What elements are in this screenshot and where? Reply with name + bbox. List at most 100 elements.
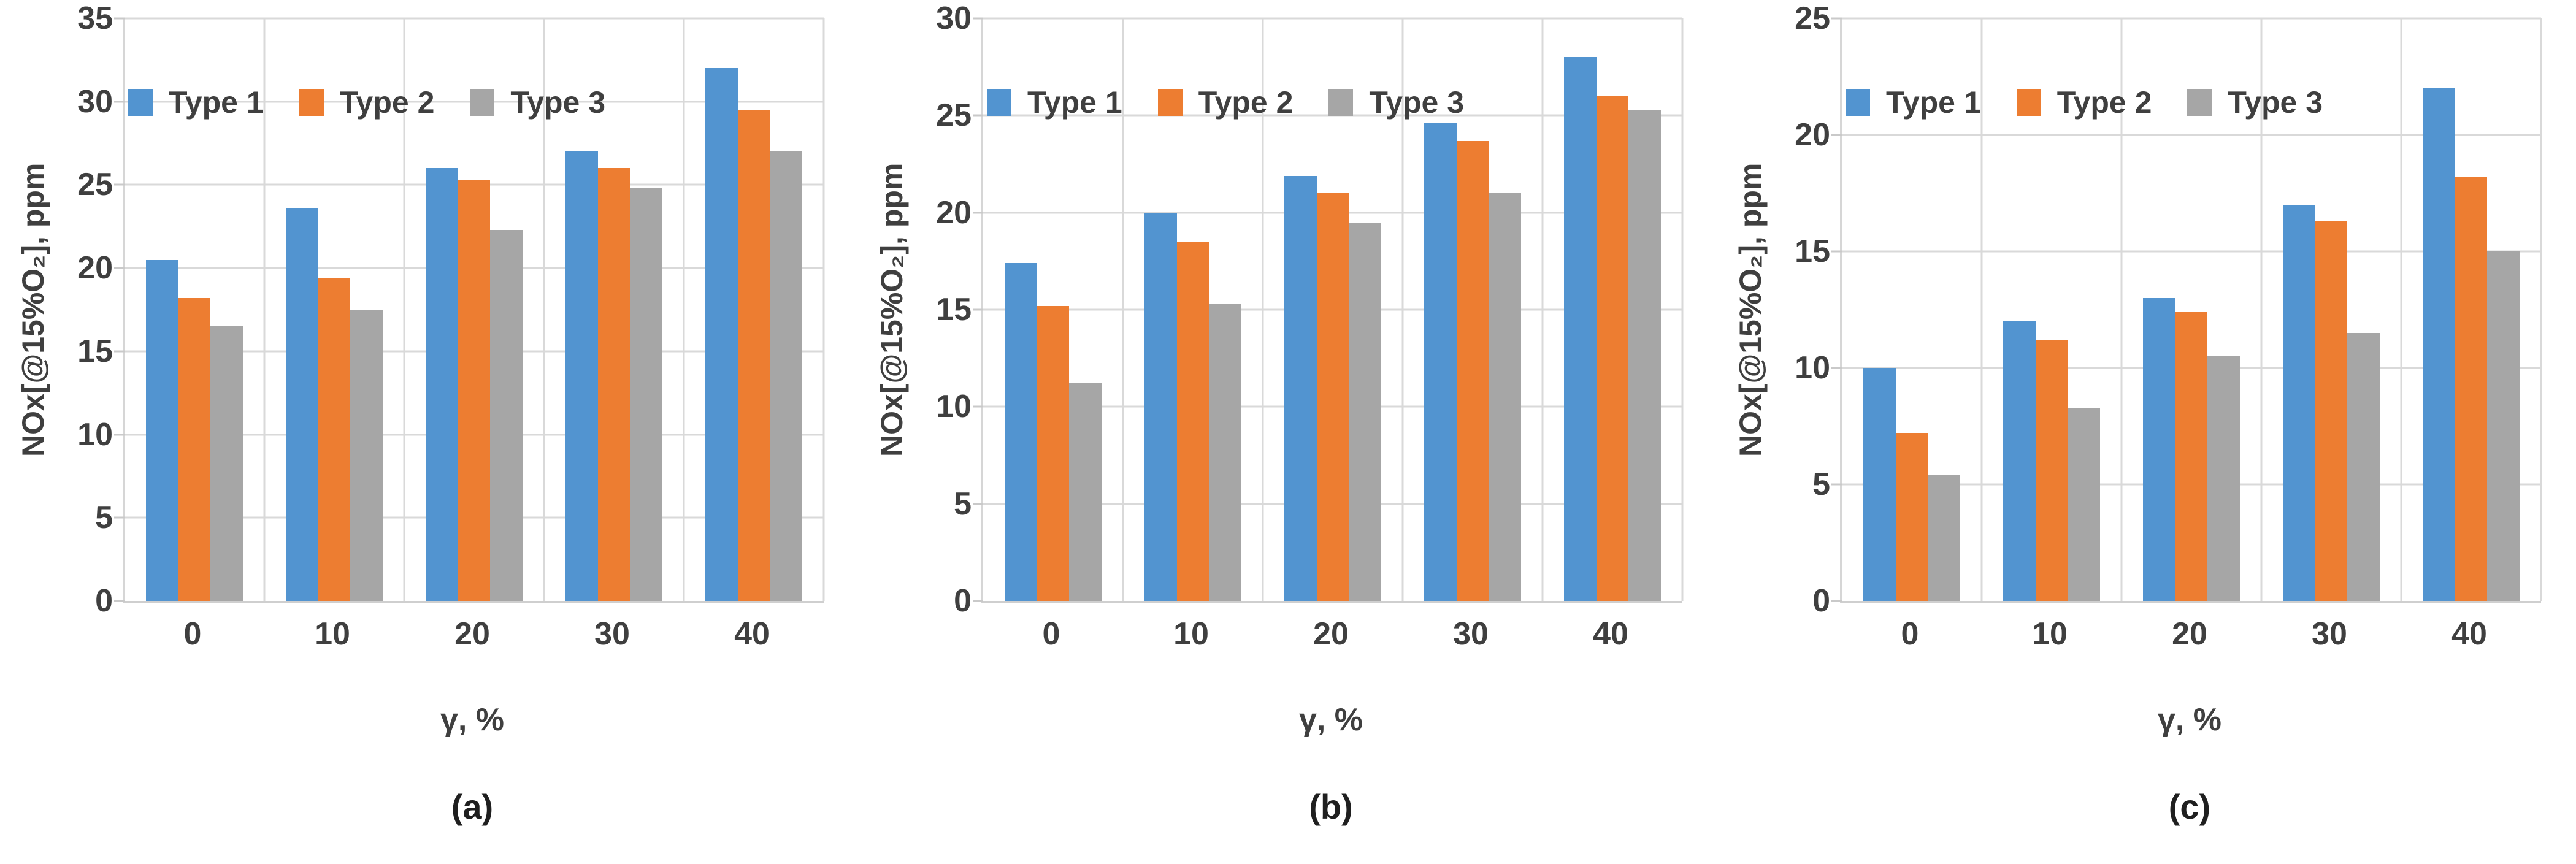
legend: Type 1 Type 2 Type 3 bbox=[987, 87, 1682, 118]
plot-area: Type 1 Type 2 Type 3 bbox=[114, 17, 825, 603]
legend-label: Type 3 bbox=[1369, 85, 1465, 120]
legend-label: Type 1 bbox=[1886, 85, 1981, 120]
bar-type1-gamma20 bbox=[2143, 298, 2175, 601]
y-tick-label: 15 bbox=[1795, 234, 1830, 269]
bar-type1-gamma30 bbox=[565, 151, 598, 601]
bar-type3-gamma40 bbox=[1628, 109, 1661, 601]
y-axis-tick-mark bbox=[114, 101, 125, 103]
x-axis-title: γ, % bbox=[440, 702, 505, 738]
bar-type1-gamma10 bbox=[2003, 321, 2036, 601]
y-tick-label: 5 bbox=[95, 500, 113, 536]
legend-label: Type 2 bbox=[1198, 85, 1294, 120]
bar-type3-gamma30 bbox=[1489, 193, 1521, 601]
bar-type2-gamma20 bbox=[1316, 193, 1349, 601]
legend-item-type2: Type 2 bbox=[1157, 85, 1294, 120]
legend-swatch-icon bbox=[1328, 88, 1354, 116]
bar-type2-gamma10 bbox=[2035, 340, 2068, 601]
gridline-vertical bbox=[1122, 18, 1124, 601]
x-tick-label: 20 bbox=[454, 616, 490, 652]
bar-type2-gamma20 bbox=[2175, 312, 2208, 601]
gridline-vertical bbox=[2260, 18, 2263, 601]
y-tick-label: 20 bbox=[77, 250, 113, 286]
x-axis-title: γ, % bbox=[1298, 702, 1363, 738]
legend-swatch-icon bbox=[1846, 88, 1870, 116]
bar-type2-gamma40 bbox=[1596, 96, 1629, 601]
legend-item-type3: Type 3 bbox=[470, 87, 605, 118]
gridline-vertical bbox=[2540, 18, 2542, 601]
y-axis-tick-mark bbox=[1831, 600, 1842, 602]
bar-type3-gamma10 bbox=[1209, 304, 1241, 601]
bar-type2-gamma10 bbox=[318, 278, 351, 601]
x-tick-label: 40 bbox=[2451, 616, 2487, 652]
gridline-horizontal bbox=[1842, 134, 2541, 136]
y-axis-title: NOx[@15%O₂], ppm bbox=[875, 162, 909, 457]
y-axis-tick-mark bbox=[973, 17, 983, 20]
bar-type1-gamma40 bbox=[705, 68, 738, 601]
legend-item-type3: Type 3 bbox=[1328, 87, 1464, 118]
bar-type2-gamma30 bbox=[597, 168, 631, 601]
y-tick-label: 30 bbox=[77, 83, 113, 120]
legend-label: Type 1 bbox=[1027, 85, 1122, 120]
legend-swatch-icon bbox=[2016, 88, 2041, 116]
gridline-vertical bbox=[543, 18, 545, 601]
y-axis-tick-mark bbox=[114, 17, 125, 20]
y-tick-label: 10 bbox=[77, 416, 113, 453]
y-tick-label: 30 bbox=[936, 1, 972, 36]
y-axis-tick-mark bbox=[973, 405, 983, 408]
gridline-vertical bbox=[822, 18, 825, 601]
y-tick-label: 0 bbox=[954, 583, 972, 619]
bar-type3-gamma20 bbox=[2207, 356, 2240, 601]
y-tick-label: 15 bbox=[77, 333, 113, 369]
y-axis-ticks: 0 5 10 15 20 25 bbox=[1773, 2, 1840, 617]
y-axis-tick-mark bbox=[114, 516, 125, 519]
bar-type1-gamma0 bbox=[1863, 368, 1896, 601]
x-tick-label: 30 bbox=[594, 616, 630, 652]
y-axis-tick-mark bbox=[114, 350, 125, 353]
y-tick-label: 10 bbox=[1795, 350, 1830, 386]
chart-c: NOx[@15%O₂], ppm 0 5 10 15 20 25 Type 1 Type 2… bbox=[1717, 0, 2576, 864]
bar-type2-gamma40 bbox=[737, 110, 770, 601]
y-axis-tick-mark bbox=[1831, 250, 1842, 253]
legend-item-type1: Type 1 bbox=[128, 87, 264, 118]
bar-type3-gamma30 bbox=[630, 188, 662, 601]
bar-type1-gamma40 bbox=[2423, 88, 2455, 601]
x-axis-ticks: 0 10 20 30 40 bbox=[123, 618, 822, 661]
bar-type2-gamma0 bbox=[1895, 433, 1928, 601]
legend-label: Type 2 bbox=[2057, 85, 2152, 120]
bar-type2-gamma10 bbox=[1176, 242, 1209, 601]
x-tick-label: 0 bbox=[1042, 616, 1060, 652]
y-tick-label: 5 bbox=[1812, 467, 1830, 502]
gridline-horizontal bbox=[125, 17, 824, 20]
x-axis-title: γ, % bbox=[2157, 702, 2222, 738]
bar-type2-gamma30 bbox=[1456, 140, 1489, 601]
x-tick-label: 30 bbox=[1453, 616, 1489, 652]
legend-item-type2: Type 2 bbox=[2016, 85, 2152, 120]
bar-type3-gamma20 bbox=[1349, 222, 1381, 601]
y-axis-tick-mark bbox=[973, 600, 983, 602]
gridline-vertical bbox=[683, 18, 685, 601]
chart-caption: (a) bbox=[451, 787, 494, 826]
y-tick-label: 35 bbox=[77, 1, 113, 36]
legend-swatch-icon bbox=[299, 88, 324, 116]
y-axis-tick-mark bbox=[973, 308, 983, 311]
y-axis-tick-mark bbox=[1831, 17, 1842, 20]
bar-type1-gamma0 bbox=[146, 259, 178, 601]
y-axis-ticks: 0 5 10 15 20 25 30 35 bbox=[55, 2, 123, 617]
bar-type3-gamma10 bbox=[350, 310, 383, 601]
plot-area: Type 1 Type 2 Type 3 bbox=[1831, 17, 2542, 603]
x-tick-label: 40 bbox=[734, 616, 770, 652]
x-tick-label: 10 bbox=[315, 616, 350, 652]
legend-label: Type 3 bbox=[510, 85, 606, 120]
bar-type1-gamma20 bbox=[426, 168, 458, 601]
y-tick-label: 25 bbox=[77, 167, 113, 203]
bar-type3-gamma0 bbox=[1928, 475, 1960, 601]
bar-type3-gamma30 bbox=[2347, 333, 2380, 601]
plot-area: Type 1 Type 2 Type 3 bbox=[973, 17, 1684, 603]
y-tick-label: 5 bbox=[954, 486, 972, 522]
y-axis-tick-mark bbox=[114, 183, 125, 186]
x-tick-label: 10 bbox=[1173, 616, 1209, 652]
legend-swatch-icon bbox=[2187, 88, 2212, 116]
bar-type2-gamma20 bbox=[458, 180, 491, 601]
bar-type3-gamma10 bbox=[2068, 407, 2100, 601]
